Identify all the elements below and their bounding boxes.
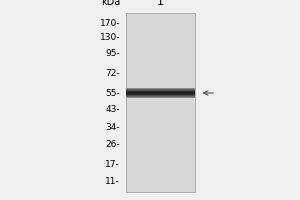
Bar (126, 89, 195, 90)
Text: 34-: 34- (105, 122, 120, 132)
Text: 95-: 95- (105, 49, 120, 58)
Bar (126, 97, 195, 98)
Text: 72-: 72- (105, 68, 120, 77)
Text: 55-: 55- (105, 88, 120, 98)
Bar (126, 13, 195, 192)
Bar (126, 89, 195, 90)
Bar (126, 96, 195, 97)
Bar (126, 93, 195, 94)
Bar (126, 94, 195, 95)
Bar (126, 92, 195, 93)
Text: 17-: 17- (105, 160, 120, 169)
Bar (126, 95, 195, 96)
Text: 1: 1 (157, 0, 164, 7)
Text: 130-: 130- (100, 33, 120, 43)
Bar (126, 96, 195, 97)
Bar (126, 90, 195, 91)
Bar (126, 90, 195, 91)
Text: 43-: 43- (105, 104, 120, 114)
Text: 11-: 11- (105, 176, 120, 186)
Bar (126, 88, 195, 89)
Bar (126, 95, 195, 96)
Bar (126, 93, 195, 94)
Bar (126, 91, 195, 92)
Text: 26-: 26- (105, 140, 120, 149)
Bar (126, 88, 195, 89)
Bar (126, 97, 195, 98)
Text: kDa: kDa (101, 0, 120, 7)
Bar (126, 94, 195, 95)
Text: 170-: 170- (100, 20, 120, 28)
